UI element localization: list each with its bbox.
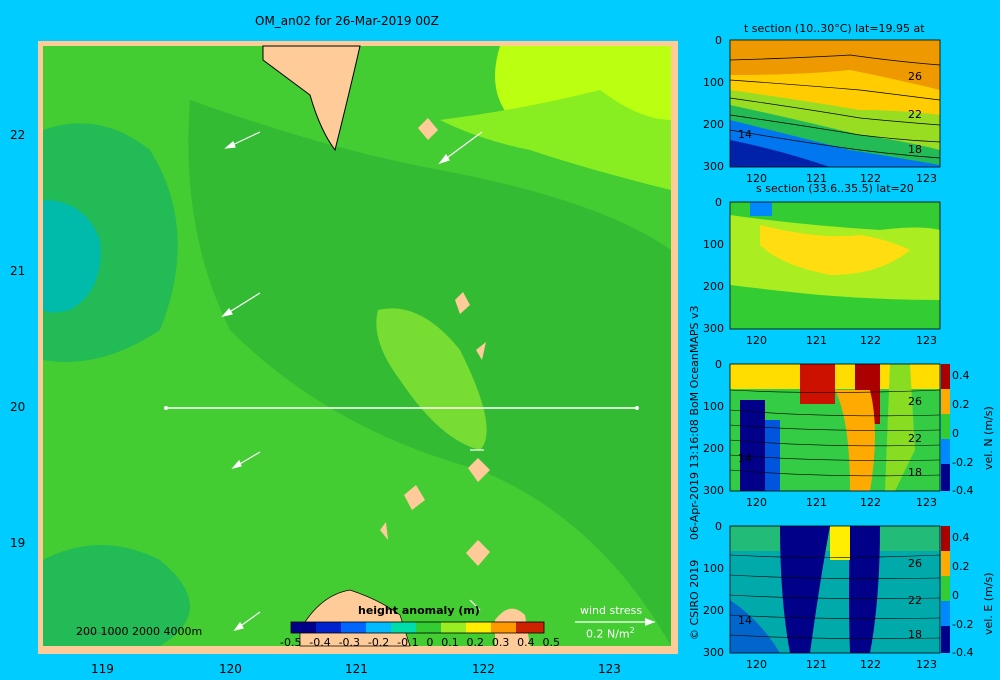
height-colorbar — [290, 621, 545, 634]
colorbar-title: height anomaly (m) — [358, 604, 480, 617]
y-tick-22: 22 — [10, 128, 26, 142]
y-tick-20: 20 — [10, 400, 26, 414]
x-tick-123: 123 — [598, 662, 621, 676]
credit-bom: 06-Apr-2019 13:16:08 BoM OceanMAPS v3 — [688, 305, 701, 541]
map-title: OM_an02 for 26-Mar-2019 00Z — [255, 14, 439, 28]
island-5 — [404, 485, 425, 510]
cyan-core — [43, 200, 101, 313]
island-1 — [418, 118, 438, 140]
light-green-patch — [376, 308, 487, 450]
wind-label: wind stress — [580, 604, 643, 617]
x-tick-122: 122 — [472, 662, 495, 676]
panel-2-title: s section (33.6..35.5) lat=20 — [756, 182, 914, 195]
y-tick-19: 19 — [10, 536, 26, 550]
panel-vel-e — [729, 525, 950, 654]
island-7 — [380, 522, 388, 540]
panel-vel-n — [729, 363, 950, 492]
taiwan-land — [262, 45, 361, 152]
x-tick-121: 121 — [345, 662, 368, 676]
island-4 — [468, 458, 490, 482]
panel-1-title: t section (10..30°C) lat=19.95 at — [744, 22, 925, 35]
y-tick-21: 21 — [10, 264, 26, 278]
x-tick-119: 119 — [91, 662, 114, 676]
wind-scale: 0.2 N/m2 — [586, 626, 635, 641]
colorbar-ticks: -0.5 -0.4 -0.3 -0.2 -0.1 0 0.1 0.2 0.3 0.4 0.5 — [280, 636, 560, 649]
light-green-region — [440, 90, 671, 190]
teal-region-south — [43, 545, 190, 646]
depth-legend: 200 1000 2000 4000m — [76, 625, 203, 638]
panel-temperature — [729, 39, 941, 168]
island-6 — [466, 540, 490, 566]
island-2 — [455, 292, 470, 314]
credit-csiro: © CSIRO 2019 — [688, 559, 701, 640]
panel-salinity — [729, 201, 941, 330]
wind-arrows — [221, 131, 484, 631]
island-3 — [476, 342, 486, 360]
x-tick-120: 120 — [219, 662, 242, 676]
